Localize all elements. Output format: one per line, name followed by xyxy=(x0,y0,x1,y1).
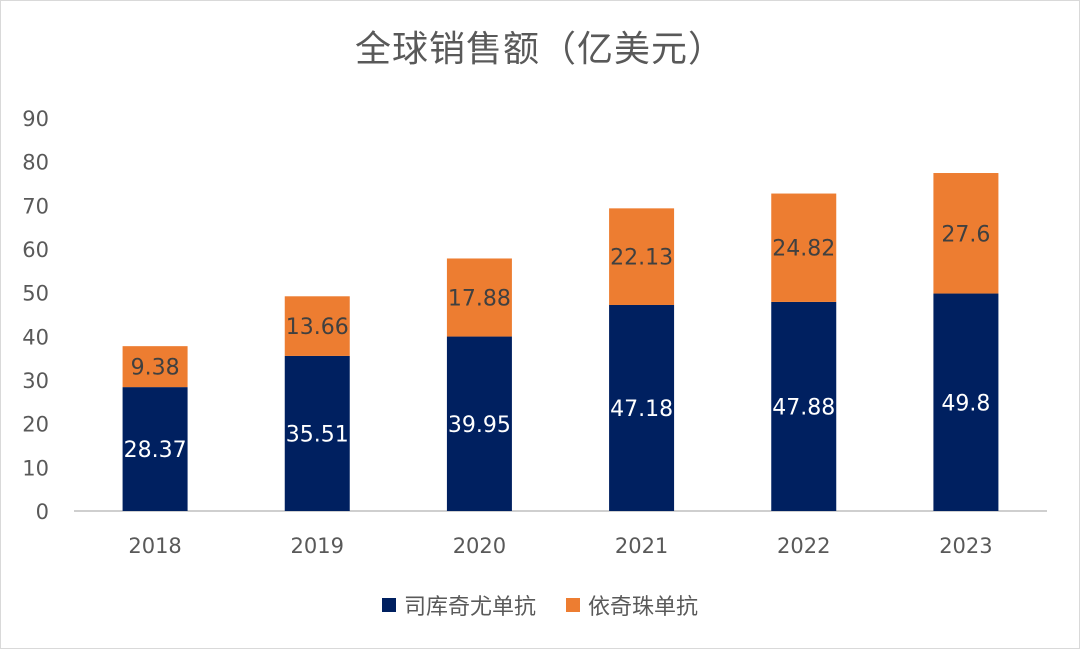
data-label: 17.88 xyxy=(448,287,511,312)
x-tick-label: 2020 xyxy=(453,534,506,558)
x-tick-label: 2023 xyxy=(939,534,992,558)
data-label: 47.18 xyxy=(610,397,673,422)
data-label: 27.6 xyxy=(941,222,990,247)
bar-secukinumab xyxy=(609,304,675,511)
bar-ixekizumab xyxy=(284,296,350,356)
data-label: 39.95 xyxy=(448,413,511,438)
data-label: 49.8 xyxy=(941,391,990,416)
y-tick-label: 10 xyxy=(22,456,49,480)
bar-secukinumab xyxy=(933,293,999,511)
legend-label-ixekizumab: 依奇珠单抗 xyxy=(588,595,699,620)
y-tick-label: 0 xyxy=(36,500,49,524)
legend-item-ixekizumab: 依奇珠单抗 xyxy=(566,589,698,621)
legend-swatch-secukinumab xyxy=(381,598,396,612)
legend-item-secukinumab: 司库奇尤单抗 xyxy=(381,589,536,621)
x-tick-label: 2022 xyxy=(777,534,830,558)
chart-title: 全球销售额（亿美元） xyxy=(354,29,725,70)
y-tick-label: 90 xyxy=(22,107,49,131)
bar-secukinumab xyxy=(771,301,837,511)
bar-ixekizumab xyxy=(609,208,675,305)
y-tick-label: 80 xyxy=(22,151,49,175)
data-label: 13.66 xyxy=(286,315,349,340)
bar-ixekizumab xyxy=(933,173,999,294)
data-label: 22.13 xyxy=(610,246,673,271)
bar-ixekizumab xyxy=(446,258,512,337)
x-tick-label: 2018 xyxy=(128,534,181,558)
data-label: 35.51 xyxy=(286,422,349,447)
legend-swatch-ixekizumab xyxy=(566,598,580,612)
y-tick-label: 20 xyxy=(22,413,49,437)
x-tick-label: 2021 xyxy=(615,534,668,558)
data-label: 9.38 xyxy=(131,356,180,381)
legend-label-secukinumab: 司库奇尤单抗 xyxy=(403,595,536,620)
data-label: 47.88 xyxy=(772,395,835,420)
data-label: 28.37 xyxy=(124,438,187,463)
bar-secukinumab xyxy=(122,387,188,511)
y-tick-label: 50 xyxy=(22,282,49,306)
legend: 司库奇尤单抗 依奇珠单抗 xyxy=(1,589,1079,621)
bar-secukinumab xyxy=(284,355,350,511)
bar-ixekizumab xyxy=(122,346,188,388)
y-tick-label: 30 xyxy=(22,369,49,393)
bar-secukinumab xyxy=(446,336,512,511)
bar-ixekizumab xyxy=(771,193,837,302)
data-label: 24.82 xyxy=(772,237,835,262)
x-tick-label: 2019 xyxy=(291,534,344,558)
y-tick-label: 60 xyxy=(22,238,49,262)
y-tick-label: 40 xyxy=(22,325,49,349)
y-tick-label: 70 xyxy=(22,194,49,218)
